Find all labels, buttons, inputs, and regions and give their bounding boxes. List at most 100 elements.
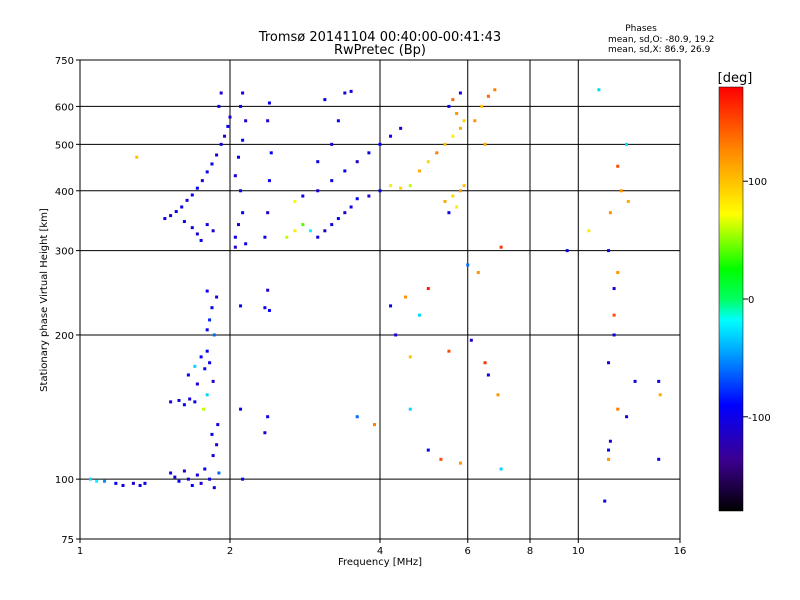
y-axis-ticks: 75 100 200 300 400 500 600 750 [55, 56, 80, 546]
colorbar-ticks: 100 0 -100 [743, 177, 771, 424]
data-point [169, 471, 173, 475]
data-point [616, 271, 620, 275]
data-point [205, 349, 209, 353]
data-point [455, 205, 459, 209]
data-point [212, 333, 216, 337]
x-grid [229, 60, 579, 539]
data-point [169, 400, 173, 404]
data-point [103, 479, 107, 483]
data-point [210, 306, 214, 310]
data-point [215, 295, 219, 299]
x-tick-label: 6 [465, 546, 471, 557]
data-point [626, 199, 630, 203]
data-point [323, 229, 327, 233]
data-point [469, 338, 473, 342]
data-point [343, 169, 347, 173]
data-point [451, 134, 455, 138]
data-point [203, 467, 207, 471]
data-points [89, 88, 662, 503]
data-point [355, 197, 359, 201]
data-point [169, 214, 173, 218]
x-axis-label: Frequency [MHz] [338, 557, 422, 568]
x-axis-ticks: 1 2 4 6 8 10 16 [77, 539, 687, 557]
data-point [266, 119, 270, 123]
data-point [293, 229, 297, 233]
data-point [308, 229, 312, 233]
data-point [195, 186, 199, 190]
data-point [211, 229, 215, 233]
data-point [349, 205, 353, 209]
chart-title: Tromsø 20141104 00:40:00-00:41:43 [258, 30, 501, 45]
data-point [205, 393, 209, 397]
x-tick-label: 10 [572, 546, 585, 557]
data-point [447, 104, 451, 108]
data-point [208, 477, 212, 481]
data-point [241, 211, 245, 215]
data-point [185, 198, 189, 202]
data-point [208, 318, 212, 322]
chart-subtitle: RwPretec (Bp) [334, 43, 426, 58]
data-point [190, 226, 194, 230]
data-point [95, 479, 99, 483]
data-point [205, 328, 209, 332]
data-point [349, 89, 353, 93]
data-point [633, 379, 637, 383]
data-point [193, 364, 197, 368]
data-point [200, 179, 204, 183]
data-point [210, 162, 214, 166]
data-point [138, 483, 142, 487]
data-point [323, 98, 327, 102]
data-point [612, 333, 616, 337]
data-point [263, 306, 267, 310]
data-point [403, 295, 407, 299]
data-point [241, 91, 245, 95]
data-point [195, 232, 199, 236]
data-point [89, 477, 93, 481]
data-point [480, 104, 484, 108]
data-point [199, 481, 203, 485]
data-point [458, 91, 462, 95]
data-point [188, 397, 192, 401]
data-point [483, 361, 487, 365]
data-point [205, 170, 209, 174]
data-point [462, 119, 466, 123]
data-point [657, 379, 661, 383]
data-point [202, 407, 206, 411]
x-tick-label: 16 [674, 546, 687, 557]
data-point [658, 393, 662, 397]
data-point [174, 210, 178, 214]
data-point [597, 88, 601, 92]
data-point [143, 481, 147, 485]
data-point [657, 457, 661, 461]
data-point [607, 361, 611, 365]
data-point [316, 160, 320, 164]
data-point [336, 119, 340, 123]
data-point [343, 91, 347, 95]
colorbar-label: [deg] [718, 71, 753, 86]
data-point [226, 124, 230, 128]
data-point [216, 423, 220, 427]
data-point [239, 189, 243, 193]
data-point [462, 184, 466, 188]
data-point [486, 373, 490, 377]
data-point [267, 179, 271, 183]
data-point [193, 400, 197, 404]
data-point [493, 88, 497, 92]
stats-line-x: mean, sd,X: 86.9, 26.9 [608, 45, 711, 55]
data-point [163, 217, 167, 221]
data-point [389, 184, 393, 188]
data-point [301, 194, 305, 198]
data-point [447, 211, 451, 215]
data-point [499, 245, 503, 249]
data-point [483, 142, 487, 146]
data-point [239, 304, 243, 308]
data-point [619, 189, 623, 193]
data-point [608, 211, 612, 215]
data-point [336, 217, 340, 221]
data-point [244, 119, 248, 123]
data-point [466, 263, 470, 267]
data-point [607, 448, 611, 452]
data-point [199, 238, 203, 242]
data-point [451, 98, 455, 102]
